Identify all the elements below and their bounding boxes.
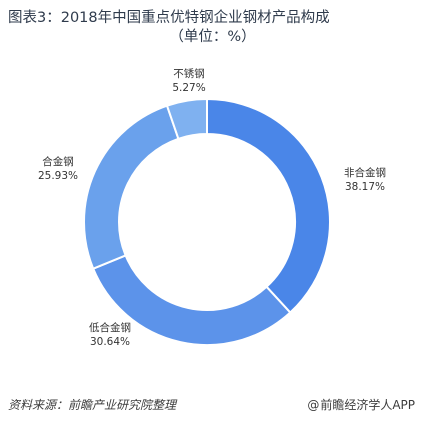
slice-label-2: 低合金钢 bbox=[89, 321, 131, 334]
slice-label-4: 不锈钢 bbox=[173, 67, 205, 80]
slice-value-1: 38.17% bbox=[345, 181, 385, 193]
slice-value-4: 5.27% bbox=[172, 82, 205, 94]
slice-value-2: 30.64% bbox=[90, 336, 130, 348]
donut-slice-1 bbox=[206, 97, 331, 314]
slice-label-1: 非合金钢 bbox=[344, 166, 386, 179]
source-note: 资料来源：前瞻产业研究院整理 bbox=[8, 398, 177, 412]
chart-title: 图表3：2018年中国重点优特钢企业钢材产品构成 bbox=[8, 10, 330, 26]
brand-credit: @前瞻经济学人APP bbox=[307, 396, 415, 413]
slice-value-3: 25.93% bbox=[38, 170, 78, 182]
brand-symbol: @ bbox=[307, 398, 320, 412]
donut-slice-3 bbox=[83, 104, 180, 270]
chart-subtitle: （单位：%） bbox=[169, 29, 256, 45]
brand-name: 前瞻经济学人APP bbox=[320, 398, 415, 412]
donut-slice-4 bbox=[165, 97, 208, 141]
slice-label-3: 合金钢 bbox=[42, 155, 74, 168]
